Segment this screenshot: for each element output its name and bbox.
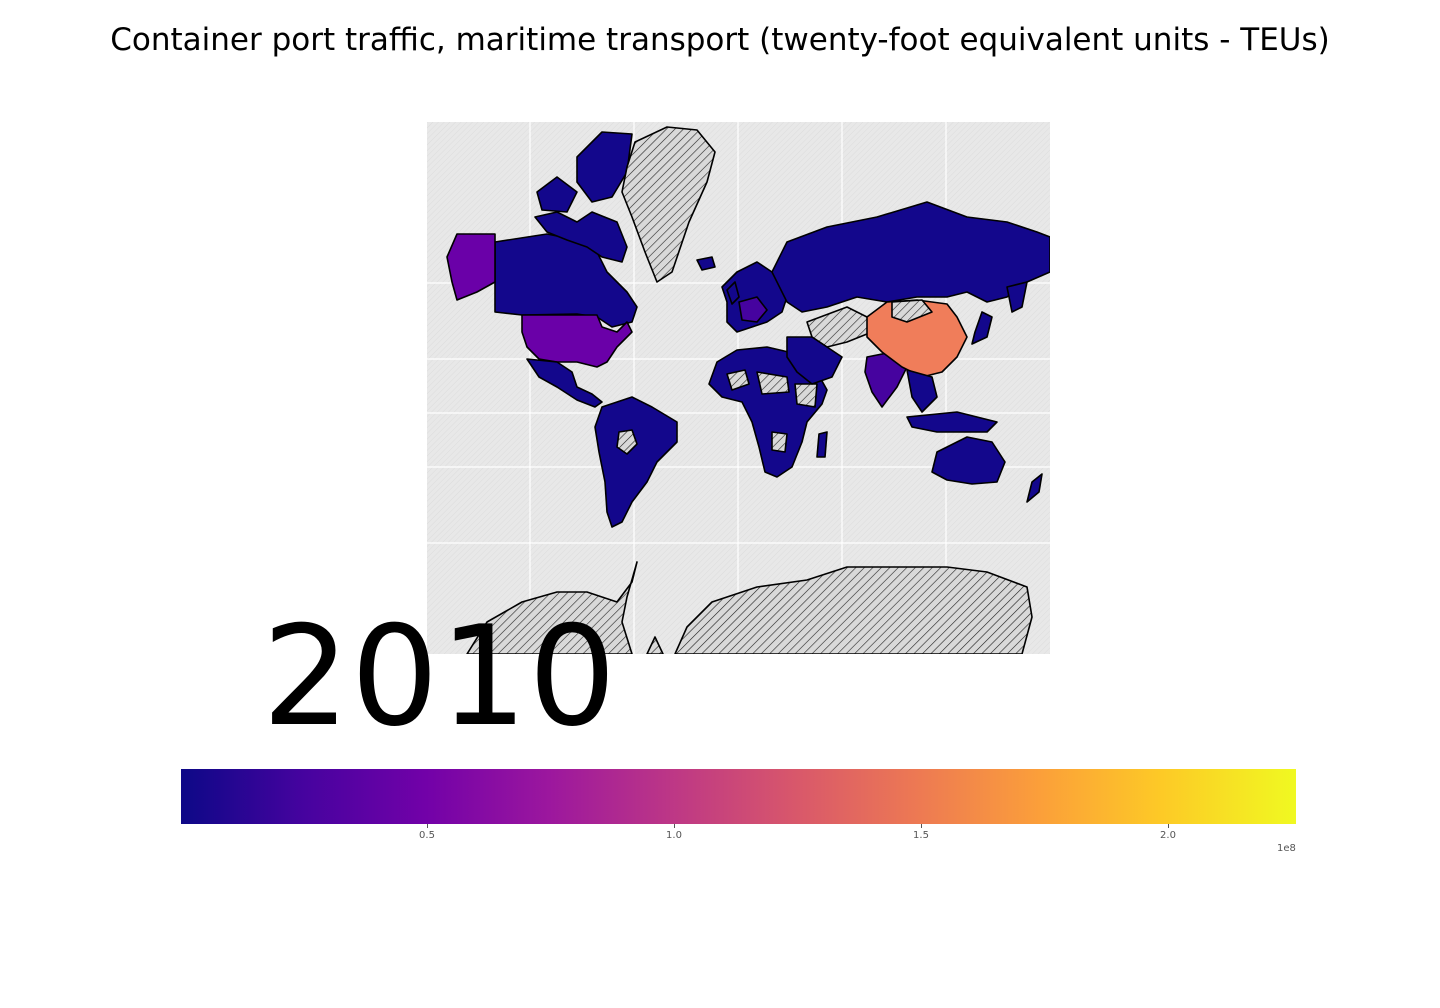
region-kamchatka <box>1006 281 1028 313</box>
region-japan <box>971 311 993 345</box>
region-arctic-islands <box>536 176 578 213</box>
region-baffin <box>576 131 633 203</box>
region-united-states <box>521 314 633 368</box>
region-africa-nodata-west <box>726 369 750 391</box>
colorbar-tick-label: 1.0 <box>666 830 682 841</box>
map-title: Container port traffic, maritime transpo… <box>110 22 1330 58</box>
region-alaska <box>446 233 496 301</box>
region-canada-islands <box>534 211 628 263</box>
region-antarctica <box>466 561 638 654</box>
region-europe-west <box>738 296 768 323</box>
region-madagascar <box>816 431 828 458</box>
region-australia <box>931 436 1006 485</box>
colorbar-tick <box>674 824 675 828</box>
region-mongolia-nodata <box>891 299 933 323</box>
region-middle-east <box>786 336 843 385</box>
region-iceland <box>696 256 716 271</box>
region-africa-nodata-east <box>794 383 818 408</box>
colorbar <box>181 769 1296 824</box>
region-bolivia-nodata <box>616 429 638 455</box>
region-antarctica-peninsula <box>646 636 664 654</box>
colorbar-tick <box>921 824 922 828</box>
colorbar-offset-label: 1e8 <box>1277 843 1296 854</box>
colorbar-tick <box>1168 824 1169 828</box>
region-indonesia <box>906 411 998 433</box>
region-africa-nodata-south <box>771 431 788 453</box>
region-greenland <box>621 126 716 283</box>
region-south-america <box>594 396 678 528</box>
year-label: 2010 <box>262 596 618 757</box>
region-uk <box>726 281 740 305</box>
region-antarctica-east <box>674 566 1033 654</box>
region-se-asia <box>906 369 938 413</box>
colorbar-tick-label: 1.5 <box>913 830 929 841</box>
region-africa-nodata-central <box>756 371 790 395</box>
colorbar-tick-label: 0.5 <box>419 830 435 841</box>
world-map <box>427 122 1050 654</box>
colorbar-tick <box>427 824 428 828</box>
colorbar-tick-label: 2.0 <box>1160 830 1176 841</box>
region-new-zealand <box>1026 473 1043 503</box>
region-mexico <box>526 358 603 408</box>
